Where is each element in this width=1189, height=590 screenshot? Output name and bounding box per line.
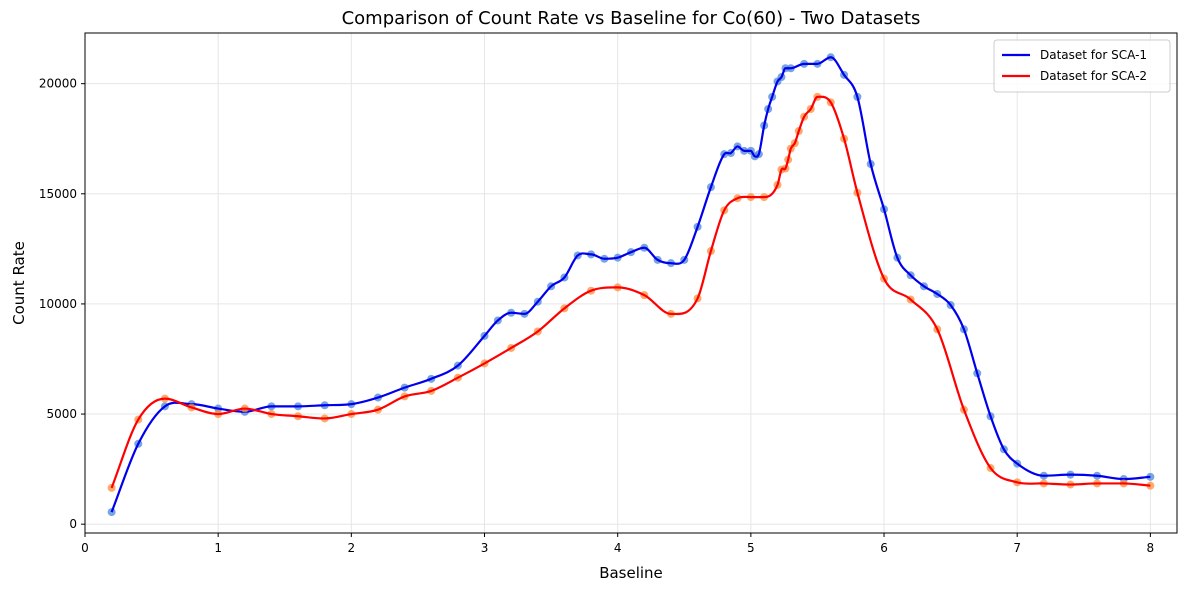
y-tick-label: 15000 [39,187,77,201]
y-tick-label: 20000 [39,77,77,91]
x-tick-label: 7 [1013,541,1021,555]
x-tick-label: 3 [481,541,489,555]
series-line [110,95,1151,489]
x-tick-label: 2 [348,541,356,555]
x-tick-label: 0 [81,541,89,555]
series-2 [107,92,1155,492]
legend-label: Dataset for SCA-2 [1040,69,1147,83]
x-tick-label: 4 [614,541,622,555]
y-tick-label: 5000 [46,407,77,421]
data-point [107,508,116,517]
x-tick-label: 6 [880,541,888,555]
x-tick-label: 5 [747,541,755,555]
plot-frame [84,32,1178,534]
y-tick-label: 10000 [39,297,77,311]
y-tick-label: 0 [69,517,77,531]
series-layer [107,53,1155,517]
grid [84,33,1177,533]
chart-title: Comparison of Count Rate vs Baseline for… [342,8,921,29]
series-line [110,56,1151,513]
x-axis-title: Baseline [599,564,663,582]
x-tick-label: 1 [214,541,222,555]
x-tick-label: 8 [1147,541,1155,555]
y-axis-title: Count Rate [10,241,28,325]
legend-box [993,39,1171,93]
ticks: 0 1 2 3 4 5 6 7 8 0 5000 10000 15000 20000 [39,77,1154,555]
legend-label: Dataset for SCA-1 [1040,48,1147,62]
series-1 [107,53,1155,517]
legend: Dataset for SCA-1 Dataset for SCA-2 [993,39,1171,93]
